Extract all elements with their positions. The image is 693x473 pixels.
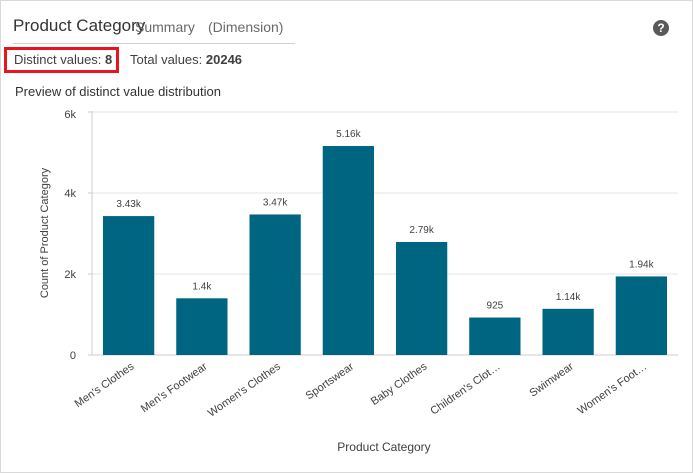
bar[interactable] bbox=[102, 216, 155, 355]
x-tick-label: Children's Clot… bbox=[428, 361, 502, 418]
data-label: 1.94k bbox=[629, 259, 654, 270]
preview-label: Preview of distinct value distribution bbox=[15, 84, 221, 99]
data-label: 2.79k bbox=[409, 225, 434, 236]
bar[interactable] bbox=[615, 276, 668, 355]
data-labels: 3.43k 1.4k 3.47k 5.16k 2.79k 925 1.14k 1.94k bbox=[116, 129, 654, 312]
data-label: 1.4k bbox=[192, 281, 212, 292]
y-axis-title: Count of Product Category bbox=[39, 167, 51, 298]
y-tick-label: 0 bbox=[70, 350, 76, 362]
data-label: 3.47k bbox=[263, 197, 288, 208]
data-label: 925 bbox=[487, 301, 504, 312]
x-tick-label: Men's Footwear bbox=[139, 360, 210, 415]
distinct-values-label: Distinct values: bbox=[14, 52, 102, 67]
data-label: 5.16k bbox=[336, 129, 361, 140]
x-tick-label: Women's Foot… bbox=[576, 361, 650, 418]
bar[interactable] bbox=[395, 242, 448, 355]
x-tick-label: Sportswear bbox=[304, 360, 357, 402]
y-tick-label: 2k bbox=[64, 269, 76, 281]
panel-header: Product Category Summary (Dimension) bbox=[13, 15, 295, 44]
distinct-values-highlight: Distinct values: 8 bbox=[4, 47, 119, 73]
panel-title: Product Category bbox=[13, 16, 146, 35]
help-icon[interactable]: ? bbox=[653, 20, 669, 36]
bar[interactable] bbox=[542, 308, 594, 355]
x-tick-label: Men's Clothes bbox=[73, 360, 137, 410]
total-values-count: 20246 bbox=[205, 52, 243, 67]
x-tick-label: Baby Clothes bbox=[369, 360, 430, 408]
x-tick-label: Women's Clothes bbox=[206, 360, 283, 419]
dimension-label: (Dimension) bbox=[208, 19, 284, 35]
grid-lines bbox=[88, 111, 678, 356]
bar[interactable] bbox=[249, 214, 301, 355]
distinct-values-count: 8 bbox=[105, 52, 113, 67]
x-axis-title: Product Category bbox=[337, 440, 430, 454]
bar[interactable] bbox=[322, 146, 375, 355]
y-tick-label: 4k bbox=[64, 188, 76, 200]
x-tick-label: Swimwear bbox=[527, 360, 576, 399]
data-label: 3.43k bbox=[116, 199, 141, 210]
bars bbox=[102, 146, 668, 355]
total-values: Total values: 20246 bbox=[130, 50, 242, 70]
total-values-label: Total values: bbox=[130, 52, 203, 67]
bar[interactable] bbox=[469, 317, 521, 355]
panel-subtitle: Summary bbox=[135, 19, 195, 35]
y-tick-label: 6k bbox=[64, 109, 76, 121]
bar[interactable] bbox=[176, 298, 228, 355]
y-tick-labels: 0 2k 4k 6k bbox=[64, 109, 76, 362]
data-label: 1.14k bbox=[556, 292, 581, 303]
